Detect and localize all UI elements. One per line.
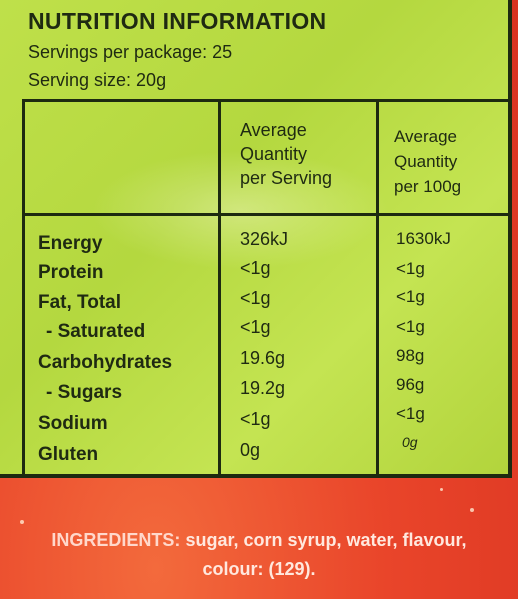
nutrient-label: Carbohydrates (38, 352, 173, 373)
header-bottom-rule (22, 213, 512, 216)
sparkle (470, 508, 474, 512)
nutrient-label: - Saturated (46, 321, 146, 342)
nutrient-label: Energy (38, 233, 103, 254)
header-line: Quantity (240, 144, 308, 164)
ingredients-key: INGREDIENTS: (51, 530, 181, 550)
header-per-serving: Average Quantity per Serving (240, 118, 332, 190)
value-per-serving: <1g (240, 258, 271, 278)
column-rule-2 (376, 99, 379, 474)
nutrient-label: Sodium (38, 413, 108, 434)
value-per-100g: <1g (396, 404, 425, 423)
value-per-serving: 19.2g (240, 378, 286, 398)
column-rule-1 (218, 99, 221, 474)
serving-size: Serving size: 20g (28, 70, 167, 90)
ingredients-text-1: sugar, corn syrup, water, flavour, (185, 530, 467, 550)
value-per-serving: 326kJ (240, 229, 289, 249)
sparkle (440, 488, 443, 491)
value-per-serving: <1g (240, 317, 271, 337)
ingredients-line-1: INGREDIENTS: sugar, corn syrup, water, f… (0, 530, 518, 551)
nutrient-label: Protein (38, 262, 104, 283)
value-per-100g: 98g (396, 346, 425, 365)
header-line: per 100g (394, 177, 462, 196)
table-top-rule (22, 99, 512, 102)
header-line: per Serving (240, 168, 333, 188)
table-left-rule (22, 99, 25, 474)
value-per-100g: <1g (396, 317, 425, 336)
header-per-100g: Average Quantity per 100g (394, 124, 461, 199)
nutrient-label: Gluten (38, 444, 99, 465)
header-line: Average (394, 127, 458, 146)
value-per-serving: 19.6g (240, 348, 286, 368)
servings-per-package: Servings per package: 25 (28, 42, 233, 62)
value-per-serving: 0g (240, 440, 261, 460)
header-line: Quantity (394, 152, 458, 171)
value-per-100g: <1g (396, 259, 425, 278)
nutrition-title: NUTRITION INFORMATION (28, 8, 327, 34)
value-per-serving: <1g (240, 288, 271, 308)
value-per-100g: 0g (402, 434, 418, 450)
header-line: Average (240, 120, 307, 140)
value-per-100g: 1630kJ (396, 229, 451, 248)
ingredients-line-2: colour: (129). (202, 559, 316, 579)
value-per-serving: <1g (240, 409, 271, 429)
sparkle (20, 520, 24, 524)
nutrient-label: - Sugars (46, 382, 123, 403)
value-per-100g: 96g (396, 375, 425, 394)
nutrient-label: Fat, Total (38, 292, 122, 313)
nutrition-panel: NUTRITION INFORMATION Servings per packa… (0, 0, 512, 478)
value-per-100g: <1g (396, 287, 425, 306)
